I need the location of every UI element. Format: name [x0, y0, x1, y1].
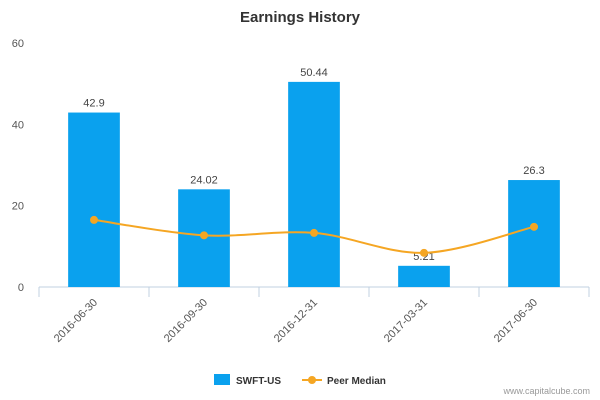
peer-median-point — [420, 248, 428, 257]
legend: SWFT-US Peer Median — [214, 374, 386, 387]
legend-label-bar: SWFT-US — [236, 376, 281, 387]
bar — [508, 180, 560, 287]
line-series — [90, 215, 538, 257]
credit-text: www.capitalcube.com — [502, 386, 590, 396]
y-axis-ticks: 0 20 40 60 — [12, 38, 24, 294]
y-tick-label: 20 — [12, 201, 24, 213]
x-tick-label: 2016-12-31 — [272, 297, 320, 345]
bar — [68, 112, 120, 287]
y-tick-label: 0 — [18, 282, 24, 294]
bar — [288, 81, 340, 287]
bar-series — [68, 81, 560, 287]
bar-data-label: 42.9 — [83, 98, 104, 110]
x-tick-label: 2017-06-30 — [492, 297, 540, 345]
legend-label-line: Peer Median — [327, 376, 386, 387]
x-tick-label: 2016-06-30 — [52, 297, 100, 345]
chart-title: Earnings History — [240, 9, 361, 26]
peer-median-point — [200, 231, 208, 240]
bar — [398, 265, 450, 287]
y-tick-label: 60 — [12, 38, 24, 50]
legend-swatch-bar — [214, 374, 230, 385]
bar-data-label: 50.44 — [300, 67, 328, 79]
peer-median-point — [530, 222, 538, 231]
x-axis-ticks: 2016-06-30 2016-09-30 2016-12-31 2017-03-31… — [38, 287, 590, 345]
peer-median-point — [90, 215, 98, 224]
legend-swatch-marker — [308, 376, 316, 384]
x-tick-label: 2016-09-30 — [162, 297, 210, 345]
x-tick-label: 2017-03-31 — [382, 297, 430, 345]
peer-median-point — [310, 228, 318, 237]
bar-data-label: 26.3 — [523, 165, 544, 177]
bar-data-label: 24.02 — [190, 174, 218, 186]
y-tick-label: 40 — [12, 119, 24, 131]
